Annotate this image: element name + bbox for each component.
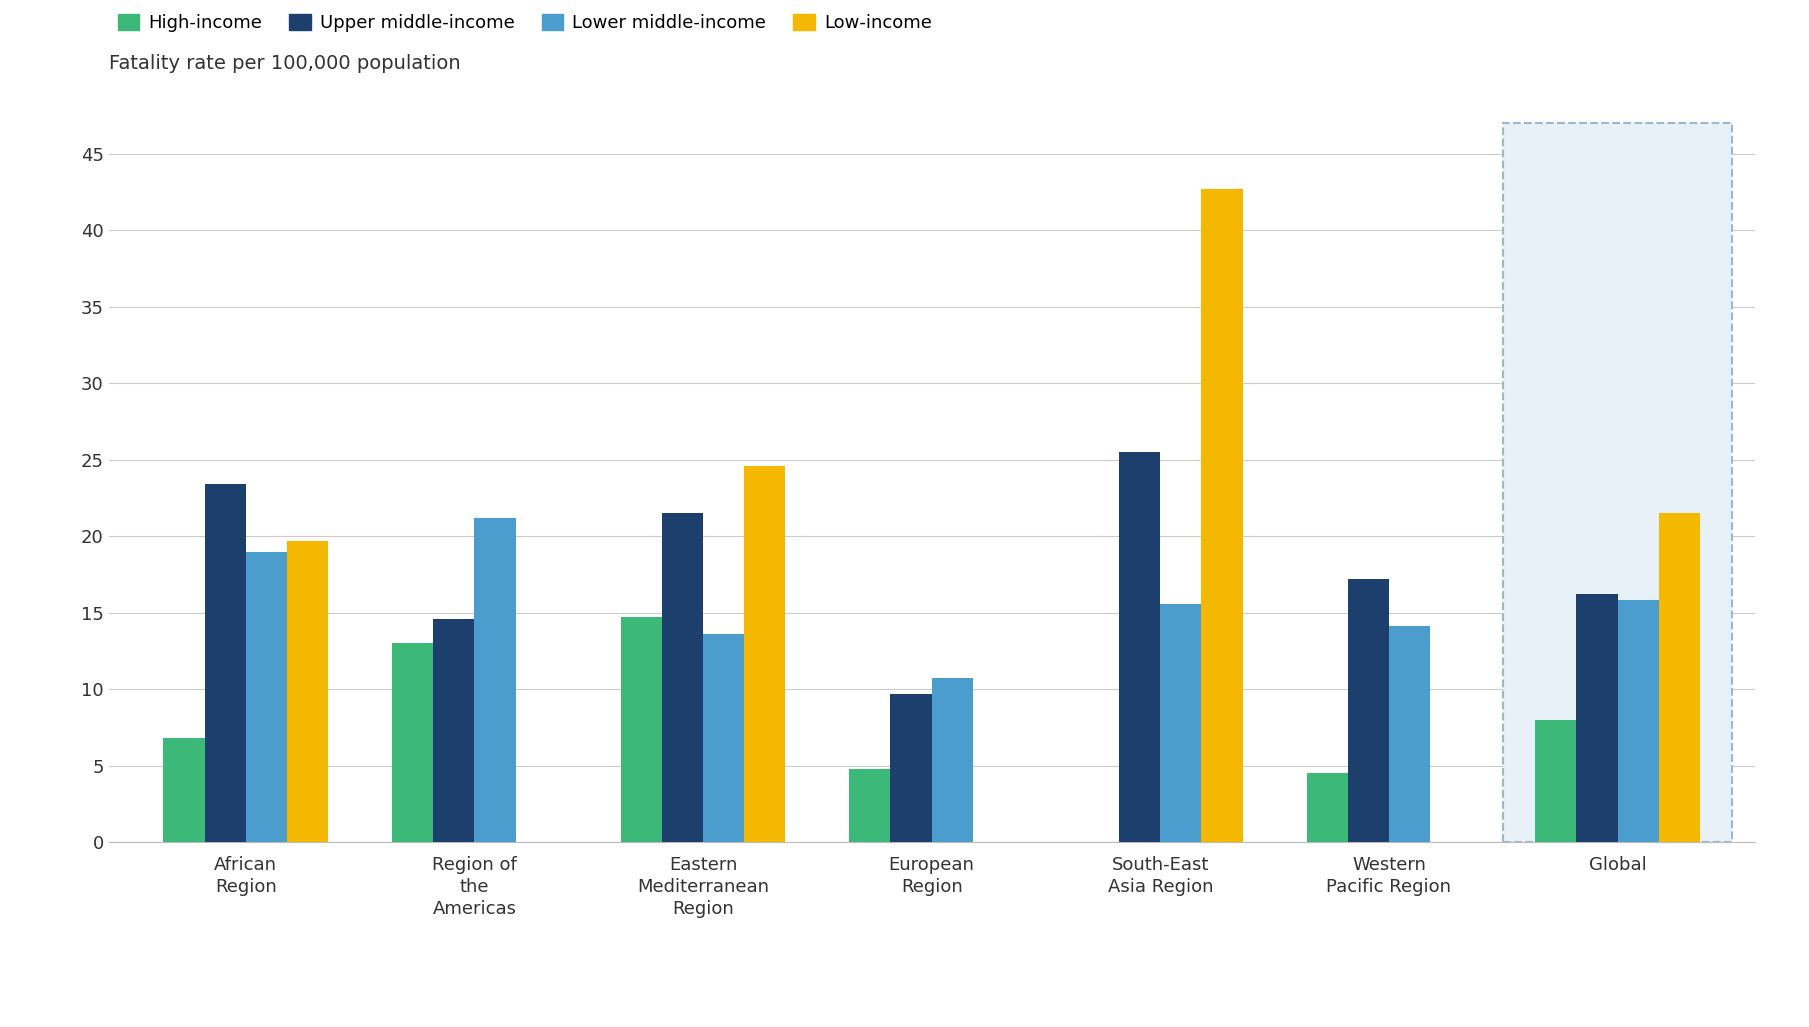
Bar <box>890 694 932 842</box>
Bar <box>1389 626 1431 842</box>
Bar <box>1120 452 1160 842</box>
Bar <box>1536 720 1576 842</box>
Bar <box>1201 189 1243 842</box>
Bar <box>1503 123 1731 842</box>
Bar <box>1160 604 1201 842</box>
Bar <box>204 484 246 842</box>
Bar <box>1348 579 1389 842</box>
Bar <box>932 679 973 842</box>
Bar <box>620 617 662 842</box>
Bar <box>704 634 743 842</box>
Bar <box>662 514 704 842</box>
Bar <box>1617 601 1659 842</box>
Bar <box>1306 773 1348 842</box>
Bar <box>474 518 516 842</box>
Bar <box>163 738 204 842</box>
Bar <box>1659 514 1700 842</box>
Bar <box>288 541 327 842</box>
Bar <box>432 619 474 842</box>
Bar <box>393 643 432 842</box>
Bar <box>848 769 890 842</box>
Bar <box>743 466 785 842</box>
Legend: High-income, Upper middle-income, Lower middle-income, Low-income: High-income, Upper middle-income, Lower … <box>118 14 932 33</box>
Text: Fatality rate per 100,000 population: Fatality rate per 100,000 population <box>109 53 459 73</box>
Bar <box>1576 595 1617 842</box>
Bar <box>246 551 288 842</box>
